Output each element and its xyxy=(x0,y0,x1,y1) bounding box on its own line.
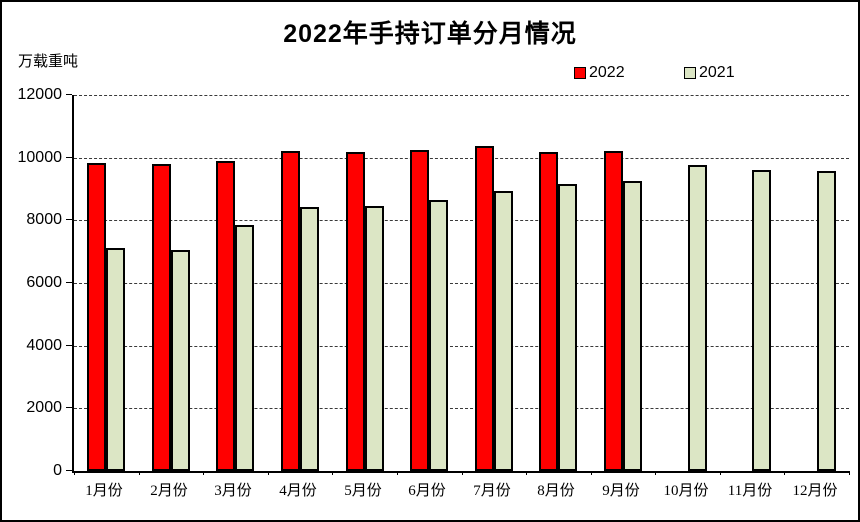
bar-2022-9月份 xyxy=(604,151,623,471)
x-tick-1 xyxy=(139,471,140,475)
bar-2021-2月份 xyxy=(171,250,190,471)
y-tick-label-8000: 8000 xyxy=(26,211,62,229)
x-tick-6 xyxy=(462,471,463,475)
y-axis-labels: 0 2000 4000 6000 8000 10000 12000 xyxy=(2,87,63,479)
bar-2021-8月份 xyxy=(558,184,577,471)
bar-2022-4月份 xyxy=(281,151,300,471)
legend-label-2022: 2022 xyxy=(589,64,625,81)
y-tick-label-0: 0 xyxy=(53,462,62,479)
gridline-10000 xyxy=(74,157,849,159)
bar-2021-6月份 xyxy=(429,200,448,471)
bar-2022-2月份 xyxy=(152,164,171,471)
bar-2022-5月份 xyxy=(346,152,365,471)
x-tick-12 xyxy=(849,471,850,475)
y-tick-4000 xyxy=(66,344,72,346)
x-tick-11 xyxy=(784,471,785,475)
x-tick-5 xyxy=(397,471,398,475)
x-label-4月份: 4月份 xyxy=(279,483,317,499)
bar-2022-8月份 xyxy=(539,152,558,471)
bar-2022-7月份 xyxy=(475,146,494,471)
y-tick-label-10000: 10000 xyxy=(17,148,63,166)
gridline-8000 xyxy=(74,220,849,222)
x-tick-10 xyxy=(720,471,721,475)
x-label-6月份: 6月份 xyxy=(408,483,446,499)
x-label-3月份: 3月份 xyxy=(214,483,252,499)
bar-2021-11月份 xyxy=(752,170,771,471)
bar-2022-6月份 xyxy=(410,150,429,471)
bar-2021-10月份 xyxy=(688,165,707,471)
y-tick-label-2000: 2000 xyxy=(26,399,62,417)
bar-2021-5月份 xyxy=(365,206,384,471)
y-tick-12000 xyxy=(66,94,72,95)
x-tick-3 xyxy=(268,471,269,475)
y-tick-label-12000: 12000 xyxy=(17,86,63,103)
bar-2021-1月份 xyxy=(106,248,125,471)
x-tick-9 xyxy=(655,471,656,475)
legend-item-2021: 2021 xyxy=(684,63,735,83)
bar-2021-12月份 xyxy=(817,171,836,471)
x-tick-8 xyxy=(591,471,592,475)
x-tick-2 xyxy=(203,471,204,475)
x-axis-labels: 1月份 2月份 3月份 4月份 5月份 6月份 7月份 8月份 9月份 10月份 11月份 12月份 xyxy=(72,479,847,501)
bar-2021-7月份 xyxy=(494,191,513,471)
x-label-2月份: 2月份 xyxy=(150,483,188,499)
bar-2021-9月份 xyxy=(623,181,642,471)
x-label-10月份: 10月份 xyxy=(663,483,709,499)
x-label-7月份: 7月份 xyxy=(473,483,511,499)
x-label-5月份: 5月份 xyxy=(344,483,382,499)
y-tick-10000 xyxy=(66,156,72,158)
legend-swatch-2021 xyxy=(684,67,696,79)
x-label-1月份: 1月份 xyxy=(85,483,123,499)
gridline-6000 xyxy=(74,283,849,284)
y-tick-8000 xyxy=(66,219,72,221)
chart-title: 2022年手持订单分月情况 xyxy=(283,20,577,48)
x-label-12月份: 12月份 xyxy=(792,483,838,499)
y-axis-unit-label: 万载重吨 xyxy=(18,54,79,70)
legend-item-2022: 2022 xyxy=(574,63,625,83)
gridline-4000 xyxy=(74,345,849,347)
bar-2022-1月份 xyxy=(87,163,106,471)
y-tick-0 xyxy=(66,470,72,471)
bar-2021-3月份 xyxy=(235,225,254,471)
y-tick-label-6000: 6000 xyxy=(26,274,62,291)
legend-label-2021: 2021 xyxy=(699,64,735,81)
bar-2021-4月份 xyxy=(300,207,319,471)
legend: 2022 2021 xyxy=(2,63,858,83)
gridline-2000 xyxy=(74,408,849,410)
x-label-11月份: 11月份 xyxy=(727,483,773,499)
x-tick-7 xyxy=(526,471,527,475)
y-tick-6000 xyxy=(66,282,72,283)
plot-area xyxy=(66,94,850,475)
y-tick-label-4000: 4000 xyxy=(26,336,62,354)
x-tick-4 xyxy=(332,471,333,475)
gridline-12000 xyxy=(74,95,849,96)
bar-2022-3月份 xyxy=(216,161,235,471)
x-tick-0 xyxy=(74,471,75,475)
y-tick-2000 xyxy=(66,407,72,409)
x-label-8月份: 8月份 xyxy=(537,483,575,499)
x-label-9月份: 9月份 xyxy=(602,483,640,499)
legend-swatch-2022 xyxy=(574,67,586,79)
